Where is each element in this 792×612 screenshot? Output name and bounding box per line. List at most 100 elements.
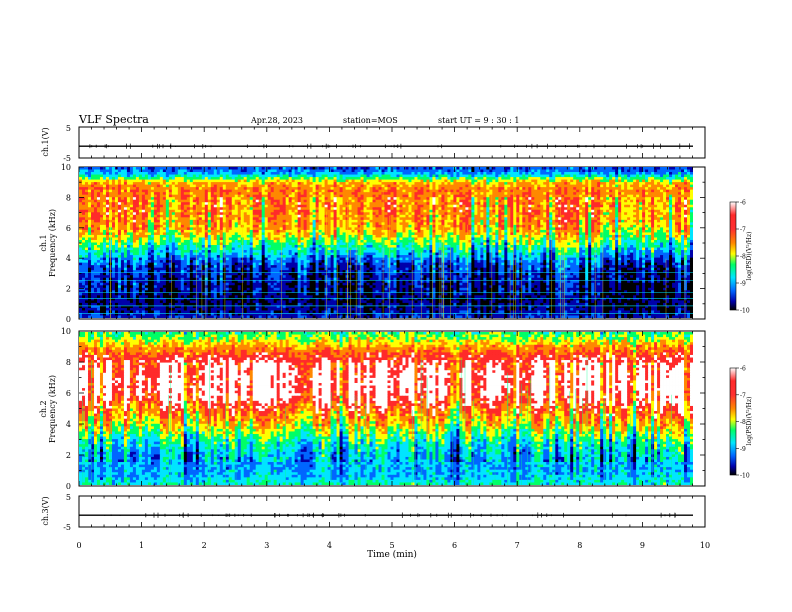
spectrogram-cell <box>456 214 460 218</box>
spectrogram-cell <box>657 204 661 208</box>
spectrogram-cell <box>609 177 613 180</box>
spectrogram-cell <box>132 179 137 183</box>
spectrogram-cell <box>582 189 586 193</box>
spectrogram-cell <box>129 197 134 201</box>
spectrogram-cell <box>669 222 673 226</box>
spectrogram-cell <box>231 202 236 206</box>
spectrogram-cell <box>297 167 302 170</box>
spectrogram-cell <box>594 184 598 188</box>
spectrogram-cell <box>82 199 86 203</box>
spectrogram-cell <box>282 182 287 186</box>
spectrogram-cell <box>660 202 664 206</box>
spectrogram-cell <box>213 209 218 213</box>
spectrogram-cell <box>546 174 550 178</box>
spectrogram-cell <box>489 214 493 218</box>
spectrogram-cell <box>288 224 293 228</box>
spectrogram-cell <box>264 197 269 201</box>
spectrogram-cell <box>342 212 346 216</box>
spectrogram-cell <box>684 207 688 211</box>
spectrogram-cell <box>207 217 212 221</box>
spectrogram-cell <box>600 169 604 173</box>
spectrogram-cell <box>474 187 478 191</box>
spectrogram-cell <box>621 217 625 221</box>
spectrogram-cell <box>390 194 394 198</box>
spectrogram-cell <box>237 187 242 191</box>
spectrogram-cell <box>522 199 526 203</box>
spectrogram-cell <box>408 224 412 228</box>
spectrogram-cell <box>402 179 406 183</box>
spectrogram-cell <box>249 179 254 183</box>
spectrogram-cell <box>225 184 230 188</box>
spectrogram-cell <box>579 197 583 201</box>
spectrogram-cell <box>135 184 140 188</box>
spectrogram-cell <box>510 202 514 206</box>
spectrogram-cell <box>672 172 676 175</box>
spectrogram-cell <box>360 199 364 203</box>
spectrogram-cell <box>141 174 146 178</box>
spectrogram-cell <box>561 197 565 201</box>
spectrogram-cell <box>225 204 230 208</box>
spectrogram-cell <box>201 167 206 170</box>
spectrogram-cell <box>273 212 278 216</box>
spectrogram-cell <box>321 214 325 218</box>
spectrogram-cell <box>669 187 673 191</box>
spectrogram-cell <box>237 202 242 206</box>
spectrogram-cell <box>666 174 670 178</box>
spectrogram-cell <box>555 224 559 228</box>
spectrogram-cell <box>651 214 655 218</box>
spectrogram-cell <box>126 212 131 216</box>
spectrogram-cell <box>234 187 239 191</box>
spectrogram-cell <box>183 177 188 180</box>
spectrogram-cell <box>642 177 646 180</box>
spectrogram-cell <box>504 207 508 211</box>
spectrogram-cell <box>258 174 263 178</box>
spectrogram-cell <box>540 202 544 206</box>
spectrogram-cell <box>540 187 544 191</box>
spectrogram-cell <box>366 167 370 170</box>
spectrogram-cell <box>603 219 607 223</box>
spectrogram-cell <box>183 197 188 201</box>
spectrogram-cell <box>150 217 155 221</box>
spectrogram-cell <box>174 174 179 178</box>
spectrogram-cell <box>294 174 299 178</box>
spectrogram-cell <box>630 202 634 206</box>
spectrogram-cell <box>507 184 511 188</box>
spectrogram-cell <box>261 222 266 226</box>
spectrogram-cell <box>357 222 361 226</box>
spectrogram-cell <box>405 169 409 173</box>
spectrogram-cell <box>684 209 688 213</box>
spectrogram-cell <box>324 189 328 193</box>
spectrogram-cell <box>324 187 328 191</box>
spectrogram-cell <box>648 197 652 201</box>
spectrogram-cell <box>141 184 146 188</box>
spectrogram-cell <box>474 169 478 173</box>
spectrogram-cell <box>300 184 305 188</box>
spectrogram-cell <box>231 192 236 196</box>
spectrogram-cell <box>246 222 251 226</box>
spectrogram-cell <box>351 179 355 183</box>
spectrogram-cell <box>687 224 691 228</box>
spectrogram-cell <box>459 219 463 223</box>
spectrogram-cell <box>207 184 212 188</box>
spectrogram-cell <box>177 179 182 183</box>
spectrogram-cell <box>681 167 685 170</box>
spectrogram-cell <box>219 189 224 193</box>
spectrogram-cell <box>207 174 212 178</box>
spectrogram-cell <box>357 214 361 218</box>
spectrogram-cell <box>399 182 403 186</box>
spectrogram-cell <box>339 167 343 170</box>
spectrogram-cell <box>330 207 334 211</box>
spectrogram-cell <box>519 212 523 216</box>
spectrogram-cell <box>594 209 598 213</box>
spectrogram-cell <box>549 187 553 191</box>
spectrogram-cell <box>435 187 439 191</box>
spectrogram-cell <box>540 207 544 211</box>
spectrogram-cell <box>180 169 185 173</box>
spectrogram-cell <box>561 177 565 180</box>
spectrogram-cell <box>79 209 83 213</box>
spectrogram-cell <box>501 204 505 208</box>
spectrogram-cell <box>264 177 269 180</box>
spectrogram-cell <box>444 219 448 223</box>
spectrogram-cell <box>468 182 472 186</box>
spectrogram-cell <box>498 202 502 206</box>
